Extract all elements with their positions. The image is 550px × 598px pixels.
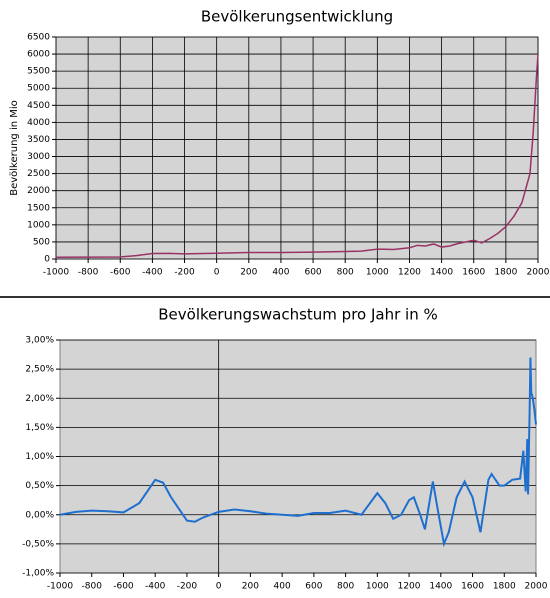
y-tick-label: 3000	[27, 152, 50, 162]
x-tick-label: 1000	[366, 268, 389, 278]
x-tick-label: 600	[304, 268, 321, 278]
y-tick-label: 2,00%	[25, 394, 54, 404]
y-tick-label: 500	[33, 237, 50, 247]
y-tick-label: 1000	[27, 220, 50, 230]
x-tick-label: 1800	[494, 268, 517, 278]
x-tick-label: 1600	[462, 268, 485, 278]
chart-title: Bevölkerungsentwicklung	[201, 8, 393, 26]
x-tick-label: 1600	[461, 582, 484, 592]
y-tick-label: 5500	[27, 67, 50, 77]
x-tick-label: -1000	[43, 268, 69, 278]
x-tick-label: 1800	[493, 582, 516, 592]
x-tick-label: -600	[113, 582, 134, 592]
x-tick-label: 200	[242, 582, 259, 592]
x-tick-label: 400	[274, 582, 291, 592]
x-tick-label: -1000	[47, 582, 73, 592]
y-tick-label: 2500	[27, 169, 50, 179]
y-tick-label: 6500	[27, 33, 50, 43]
x-tick-label: 400	[272, 268, 289, 278]
chart-title: Bevölkerungswachstum pro Jahr in %	[158, 306, 438, 324]
x-tick-label: 2000	[525, 582, 548, 592]
x-tick-label: 2000	[527, 268, 550, 278]
y-tick-label: 4000	[27, 118, 50, 128]
x-tick-label: 1000	[366, 582, 389, 592]
plot-area	[55, 36, 539, 260]
y-axis-label: Bevölkerung in Mio	[9, 100, 20, 196]
y-tick-label: 0	[44, 255, 50, 265]
y-tick-label: 1,00%	[25, 452, 54, 462]
data-line	[59, 357, 537, 548]
y-tick-label: -0,50%	[22, 539, 54, 549]
x-tick-label: 0	[216, 582, 222, 592]
x-tick-label: 1400	[429, 582, 452, 592]
x-tick-label: 600	[305, 582, 322, 592]
y-tick-label: 4500	[27, 101, 50, 111]
y-tick-label: 3,00%	[25, 336, 54, 346]
y-tick-label: 6000	[27, 50, 50, 60]
y-tick-label: 5000	[27, 84, 50, 94]
x-tick-label: -200	[174, 268, 195, 278]
x-tick-label: 1400	[430, 268, 453, 278]
x-tick-label: 800	[337, 268, 354, 278]
x-tick-label: -400	[142, 268, 163, 278]
data-line	[55, 54, 539, 259]
y-tick-label: 0,50%	[25, 481, 54, 491]
x-tick-label: -200	[177, 582, 198, 592]
x-tick-label: 200	[240, 268, 257, 278]
x-tick-label: 1200	[398, 582, 421, 592]
y-tick-label: 1,50%	[25, 423, 54, 433]
x-tick-label: -400	[145, 582, 166, 592]
x-tick-label: 1200	[398, 268, 421, 278]
y-tick-label: 2,50%	[25, 365, 54, 375]
y-tick-label: 0,00%	[25, 510, 54, 520]
y-tick-label: -1,00%	[22, 569, 54, 579]
x-tick-label: -800	[78, 268, 99, 278]
x-tick-label: 0	[214, 268, 220, 278]
x-tick-label: -800	[82, 582, 103, 592]
x-tick-label: 800	[337, 582, 354, 592]
y-tick-label: 3500	[27, 135, 50, 145]
x-tick-label: -600	[110, 268, 131, 278]
y-tick-label: 1500	[27, 203, 50, 213]
y-tick-label: 2000	[27, 186, 50, 196]
